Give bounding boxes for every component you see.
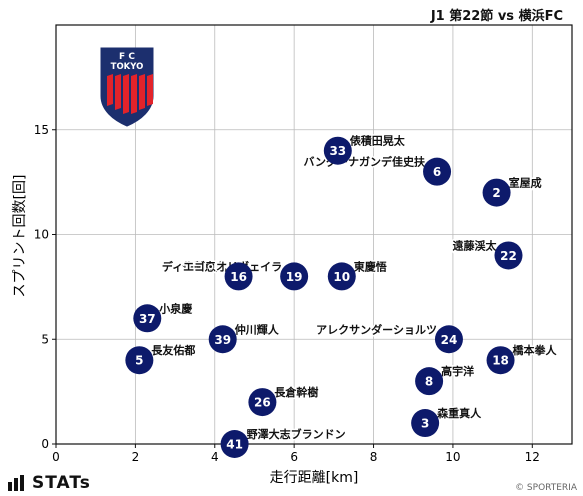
player-number: 41 [226,438,243,452]
y-tick-label: 10 [34,228,49,242]
player-name-label: ディエゴ・オリヴェイラ [162,259,282,273]
player-marker: 8 [415,367,444,396]
x-tick-label: 12 [525,450,540,464]
player-number: 3 [421,417,429,431]
player-marker: 22 [494,241,523,270]
player-marker: 39 [208,325,237,354]
y-tick-label: 0 [41,437,49,451]
player-name-label: バングーナガンデ佳史扶 [303,155,426,169]
player-name-label: 長倉幹樹 [274,385,318,399]
player-marker: 26 [248,388,277,417]
player-marker-circle [423,157,452,186]
player-marker: 41 [220,430,249,458]
x-tick-label: 6 [290,450,298,464]
player-number: 16 [230,270,247,284]
player-marker-circle [133,304,162,333]
player-marker: 24 [434,325,463,354]
player-number: 8 [425,375,433,389]
player-marker-circle [486,346,515,375]
player-marker: 5 [125,346,154,375]
player-marker-circle [125,346,154,375]
player-marker-circle [411,409,440,438]
player-number: 2 [492,186,500,200]
player-number: 37 [139,312,156,326]
player-marker: 37 [133,304,162,333]
player-name-label: 佐藤恵允 [182,259,227,273]
player-marker: 18 [486,346,515,375]
player-marker-circle [327,262,356,291]
player-number: 10 [333,270,350,284]
player-name-label: 仲川輝人 [235,322,280,336]
page-title: J1 第22節 vs 横浜FC [430,9,563,24]
brand-name: STATs [32,473,91,493]
stats-brand: STATs [8,473,91,493]
emblem-stripe [123,74,129,114]
player-marker: 33 [323,136,352,165]
grid-lines [56,25,572,444]
x-tick-label: 0 [52,450,60,464]
player-marker-circle [323,136,352,165]
player-name-label: 俵積田晃太 [350,134,406,148]
player-marker-circle [280,262,309,291]
player-marker-circle [482,178,511,207]
emblem-stripes [107,74,153,114]
player-number: 24 [441,333,458,347]
player-name-label: 野澤大志ブランドン [247,427,346,441]
emblem-stripe [115,74,121,110]
player-marker-circle [415,367,444,396]
player-number: 5 [135,354,143,368]
player-number: 6 [433,165,441,179]
player-name-label: 東慶悟 [354,259,387,273]
player-number: 26 [254,396,271,410]
player-marker-circle [220,430,249,458]
player-marker: 3 [411,409,440,438]
player-number: 18 [492,354,509,368]
y-tick-label: 5 [41,332,49,346]
player-number: 39 [214,333,231,347]
x-tick-label: 2 [132,450,140,464]
player-marker: 19 [280,262,309,291]
club-emblem: F C TOKYO [100,47,154,127]
player-marker-circle [494,241,523,270]
bar-chart-icon [8,475,24,491]
player-name-label: 森重真人 [437,406,482,420]
emblem-stripe [147,74,153,106]
y-tick-label: 15 [34,123,49,137]
player-name-label: 長友佑都 [151,343,195,357]
y-axis-label: スプリント回数[回] [12,175,28,298]
player-number: 33 [329,144,346,158]
player-marker-circle [208,325,237,354]
x-tick-label: 4 [211,450,219,464]
player-name-label: 小泉慶 [158,301,192,315]
emblem-letters-mid: TOKYO [111,62,144,72]
player-marker: 16 [224,262,253,291]
player-marker: 6 [423,157,452,186]
player-number: 19 [286,270,303,284]
player-marker: 10 [327,262,356,291]
player-name-label: 橋本拳人 [513,343,558,357]
player-marker-circle [248,388,277,417]
player-number: 22 [500,249,517,263]
player-marker: 2 [482,178,511,207]
emblem-stripe [131,74,137,114]
emblem-stripe [139,74,145,110]
x-tick-label: 10 [445,450,460,464]
player-marker-circle [224,262,253,291]
emblem-stripe [107,74,113,106]
x-tick-label: 8 [370,450,378,464]
x-axis-label: 走行距離[km] [270,469,359,486]
player-name-label: 遠藤渓太 [452,238,497,252]
player-marker-circle [434,325,463,354]
player-name-label: 高宇洋 [441,364,474,378]
emblem-letters-top: F C [119,52,135,62]
player-name-label: アレクサンダーショルツ [316,322,437,336]
player-name-label: 室屋成 [509,176,542,190]
credit-text: © SPORTERIA [515,483,577,493]
